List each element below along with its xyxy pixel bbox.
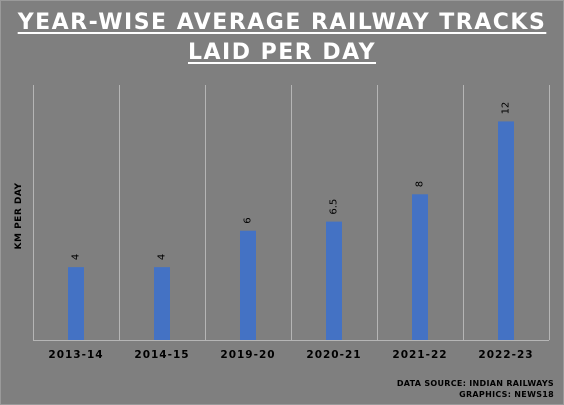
chart-title-line-2: LAID PER DAY	[187, 40, 377, 65]
data-label: 6	[243, 217, 254, 223]
data-label: 6.5	[329, 199, 340, 215]
x-tick-label: 2014-15	[134, 349, 189, 361]
data-label: 4	[71, 254, 82, 260]
source-line-2: GRAPHICS: NEWS18	[459, 390, 554, 399]
bar	[326, 221, 342, 340]
bar	[154, 267, 170, 340]
source-line-1: DATA SOURCE: INDIAN RAILWAYS	[396, 379, 554, 388]
x-tick-label: 2019-20	[220, 349, 275, 361]
data-label: 8	[415, 181, 426, 187]
source-credit: DATA SOURCE: INDIAN RAILWAYS GRAPHICS: N…	[397, 378, 554, 400]
x-tick-label: 2022-23	[478, 349, 533, 361]
chart-title: YEAR-WISE AVERAGE RAILWAY TRACKS LAID PE…	[0, 8, 564, 68]
bar	[68, 267, 84, 340]
bar	[412, 194, 428, 340]
x-tick-label: 2020-21	[306, 349, 361, 361]
data-label: 4	[157, 254, 168, 260]
bar	[240, 230, 256, 340]
chart-title-line-1: YEAR-WISE AVERAGE RAILWAY TRACKS	[17, 10, 547, 35]
x-tick-label: 2021-22	[392, 349, 447, 361]
data-label: 12	[501, 102, 512, 115]
bar	[498, 121, 514, 340]
x-tick-label: 2013-14	[48, 349, 103, 361]
